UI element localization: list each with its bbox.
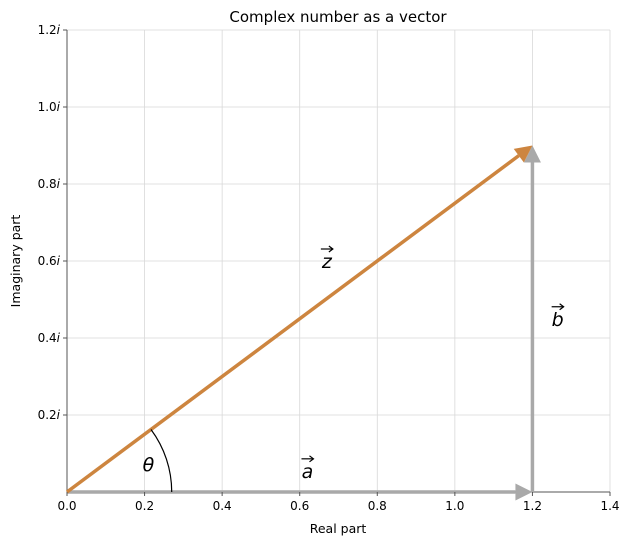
y-tick-label: 1.0i	[38, 100, 61, 114]
vectors: a b z	[65, 145, 565, 501]
angle-arc-group: θ	[143, 429, 173, 493]
y-tick-label: 0.2i	[38, 408, 61, 422]
x-tick-label: 0.0	[57, 499, 76, 513]
y-tick-label: 0.6i	[38, 254, 61, 268]
angle-arc	[150, 429, 173, 493]
x-tick-label: 0.6	[290, 499, 309, 513]
x-tick-label: 0.4	[213, 499, 232, 513]
y-tick-label: 0.8i	[38, 177, 61, 191]
vector-b-arrowhead	[523, 145, 541, 163]
y-tick-label: 1.2i	[38, 23, 61, 37]
x-tick-label: 1.2	[523, 499, 542, 513]
tick-labels: 0.0 0.2 0.4 0.6 0.8 1.0 1.2 1.4 0.2i 0.4i 0.6i 0.8i…	[38, 23, 620, 513]
vector-b-accent-head	[559, 303, 565, 311]
x-tick-label: 1.4	[600, 499, 619, 513]
x-tick-label: 0.2	[135, 499, 154, 513]
x-tick-label: 0.8	[368, 499, 387, 513]
x-axis-label: Real part	[310, 521, 367, 536]
vector-b: b	[523, 145, 565, 492]
angle-label: θ	[143, 454, 155, 476]
vector-z: z	[65, 145, 533, 494]
vector-a: a	[67, 455, 533, 501]
vector-a-arrowhead	[515, 483, 533, 501]
vector-a-label: a	[302, 461, 314, 483]
y-axis-label: Imaginary part	[8, 215, 23, 308]
grid	[67, 29, 611, 492]
chart-title: Complex number as a vector	[229, 8, 447, 26]
vector-b-label: b	[552, 309, 564, 331]
x-tick-label: 1.0	[445, 499, 464, 513]
vector-z-arrowhead	[513, 145, 533, 163]
vector-z-label: z	[321, 251, 333, 273]
y-tick-label: 0.4i	[38, 331, 61, 345]
vector-a-accent-head	[309, 455, 315, 463]
vector-z-shaft	[65, 154, 520, 494]
vector-z-accent-head	[328, 245, 334, 253]
